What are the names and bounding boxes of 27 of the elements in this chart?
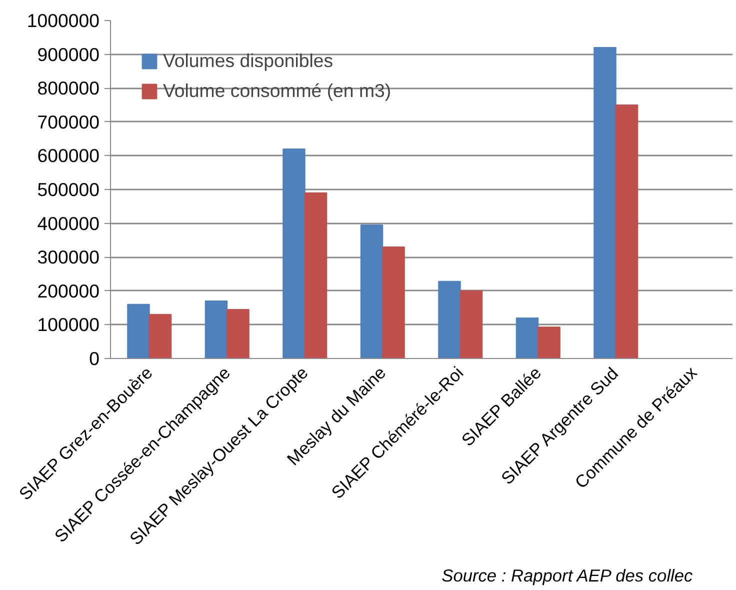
y-tick-label: 1000000: [26, 10, 100, 31]
y-tick-label: 800000: [37, 78, 100, 99]
bar: [382, 246, 405, 358]
bar: [438, 280, 461, 358]
bar: [594, 47, 616, 358]
y-tick-label: 400000: [37, 212, 100, 234]
bar: [282, 148, 306, 358]
bar: [204, 300, 228, 358]
y-tick-label: 200000: [37, 280, 100, 302]
y-tick-label: 700000: [37, 111, 100, 132]
y-tick-label: 100000: [37, 314, 100, 336]
bar: [127, 304, 150, 358]
bar: [226, 308, 250, 358]
source-note: Source : Rapport AEP des collec: [442, 566, 694, 586]
y-tick-label: 300000: [37, 246, 100, 268]
bar: [360, 224, 384, 358]
y-tick-label: 600000: [37, 145, 100, 166]
bar: [516, 317, 539, 358]
legend-label: Volumes disponibles: [163, 50, 334, 72]
bar: [304, 192, 328, 358]
bar: [538, 326, 560, 358]
bar: [615, 104, 638, 358]
bar: [148, 314, 172, 358]
y-tick-label: 900000: [37, 44, 100, 65]
y-tick-label: 500000: [37, 179, 100, 200]
y-tick-label: 0: [89, 348, 100, 369]
bar: [460, 290, 483, 358]
